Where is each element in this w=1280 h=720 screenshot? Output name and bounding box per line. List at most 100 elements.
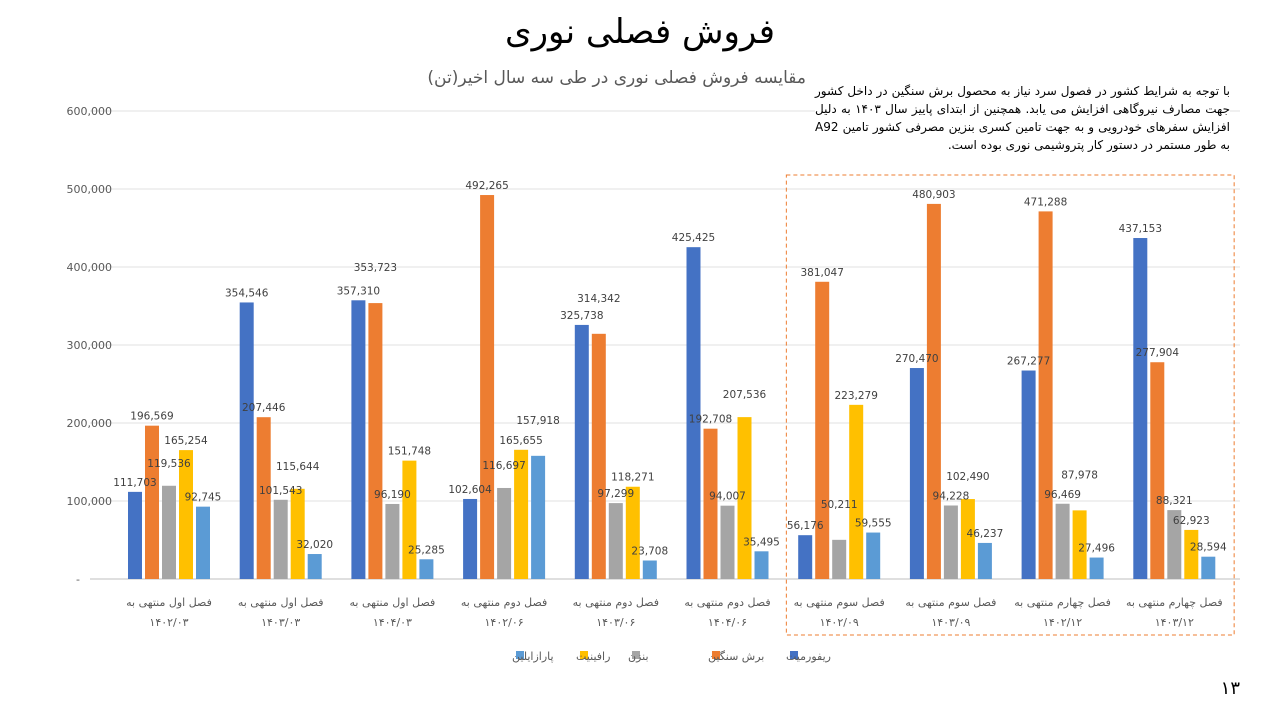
- data-label: 115,644: [276, 461, 320, 473]
- y-tick-label: 500,000: [67, 183, 113, 196]
- bar-2: [145, 425, 159, 579]
- data-label: 87,978: [1061, 469, 1098, 481]
- data-label: 192,708: [689, 414, 732, 426]
- data-label: 207,446: [242, 402, 286, 414]
- data-label: 492,265: [465, 180, 508, 192]
- annotation-note: با توجه به شرایط کشور در فصول سرد نیاز ب…: [815, 82, 1230, 154]
- data-label: 118,271: [611, 472, 654, 484]
- x-tick-label: ۱۴۰۳/۰۳: [261, 616, 300, 629]
- bar-5: [531, 455, 546, 579]
- data-label: 62,923: [1173, 515, 1210, 527]
- x-tick-label: فصل اول منتهی به: [350, 596, 436, 609]
- x-tick-label: ۱۴۰۲/۰۹: [820, 616, 859, 629]
- data-label: 28,594: [1190, 542, 1227, 554]
- bar-3: [385, 503, 400, 579]
- data-label: 223,279: [834, 390, 877, 402]
- y-tick-label: 300,000: [67, 339, 113, 352]
- data-label: 96,190: [374, 489, 411, 501]
- bar-3: [1167, 510, 1182, 579]
- data-label: 94,228: [933, 491, 970, 503]
- bar-2: [926, 203, 941, 579]
- y-tick-label: 100,000: [67, 495, 113, 508]
- data-label: 165,254: [164, 435, 208, 447]
- y-tick-label: 200,000: [67, 417, 113, 430]
- bar-2: [815, 281, 830, 579]
- bar-1: [1133, 238, 1148, 579]
- bar-5: [642, 560, 657, 579]
- bar-4: [402, 460, 417, 579]
- bar-1: [909, 368, 924, 579]
- x-tick-label: ۱۴۰۲/۰۳: [149, 616, 188, 629]
- data-label: 151,748: [388, 446, 431, 458]
- data-label: 277,904: [1136, 347, 1180, 359]
- bar-3: [1055, 503, 1070, 579]
- data-label: 325,738: [560, 310, 603, 322]
- data-label: 46,237: [967, 528, 1004, 540]
- data-label: 92,745: [185, 492, 222, 504]
- legend-label: ریفورمیت: [786, 650, 831, 663]
- bar-5: [754, 551, 769, 579]
- data-label: 25,285: [408, 544, 445, 556]
- data-label: 32,020: [296, 539, 333, 551]
- bar-2: [703, 428, 718, 579]
- data-label: 88,321: [1156, 495, 1193, 507]
- x-tick-label: ۱۴۰۴/۰۶: [708, 616, 747, 629]
- bar-5: [1201, 556, 1216, 579]
- x-tick-label: فصل دوم منتهی به: [573, 596, 659, 609]
- y-tick-label: -: [76, 573, 80, 586]
- bar-2: [256, 417, 271, 579]
- data-label: 196,569: [130, 411, 173, 423]
- data-label: 111,703: [113, 477, 156, 489]
- bar-5: [419, 559, 434, 579]
- data-label: 157,918: [516, 415, 559, 427]
- bar-4: [625, 486, 640, 579]
- bar-1: [686, 247, 701, 579]
- x-tick-label: ۱۴۰۳/۱۲: [1155, 616, 1194, 629]
- data-label: 207,536: [723, 389, 767, 401]
- bar-1: [798, 535, 813, 579]
- bar-5: [1089, 557, 1104, 579]
- x-tick-label: ۱۴۰۲/۱۲: [1043, 616, 1082, 629]
- data-label: 35,495: [743, 536, 780, 548]
- bar-5: [307, 554, 322, 579]
- bar-1: [463, 498, 478, 579]
- x-tick-label: فصل سوم منتهی به: [794, 596, 885, 609]
- x-tick-label: فصل چهارم منتهی به: [1014, 596, 1111, 609]
- bar-4: [514, 449, 529, 579]
- bar-1: [574, 324, 589, 579]
- page-title: فروش فصلی نوری: [505, 12, 775, 52]
- data-label: 23,708: [631, 546, 668, 558]
- data-label: 270,470: [895, 353, 938, 365]
- data-label: 165,655: [499, 435, 542, 447]
- x-tick-label: فصل سوم منتهی به: [905, 596, 996, 609]
- bar-3: [943, 505, 958, 579]
- x-tick-label: ۱۴۰۲/۰۶: [485, 616, 524, 629]
- x-tick-label: فصل دوم منتهی به: [684, 596, 770, 609]
- bar-1: [351, 300, 366, 579]
- data-label: 480,903: [912, 189, 955, 201]
- bar-4: [849, 404, 864, 579]
- data-label: 56,176: [787, 520, 824, 532]
- legend-label: بنزن: [628, 650, 649, 663]
- bar-5: [977, 542, 992, 579]
- bar-2: [1038, 211, 1053, 579]
- bar-5: [196, 506, 210, 579]
- data-label: 357,310: [337, 285, 380, 297]
- x-tick-label: ۱۴۰۴/۰۳: [373, 616, 412, 629]
- bar-1: [1021, 370, 1036, 579]
- bar-3: [162, 485, 176, 579]
- bar-4: [1184, 529, 1199, 579]
- x-tick-label: فصل اول منتهی به: [126, 596, 212, 609]
- data-label: 353,723: [354, 262, 397, 274]
- y-tick-label: 400,000: [67, 261, 113, 274]
- chart-subtitle: مقایسه فروش فصلی نوری در طی سه سال اخیر(…: [427, 68, 806, 88]
- legend-swatch: [580, 651, 588, 659]
- x-tick-label: فصل اول منتهی به: [238, 596, 324, 609]
- legend-label: برش سنگین: [708, 650, 764, 663]
- data-label: 102,490: [946, 471, 989, 483]
- data-label: 116,697: [482, 460, 525, 472]
- data-label: 314,342: [577, 293, 620, 305]
- data-label: 102,604: [448, 484, 492, 496]
- bar-3: [608, 503, 623, 579]
